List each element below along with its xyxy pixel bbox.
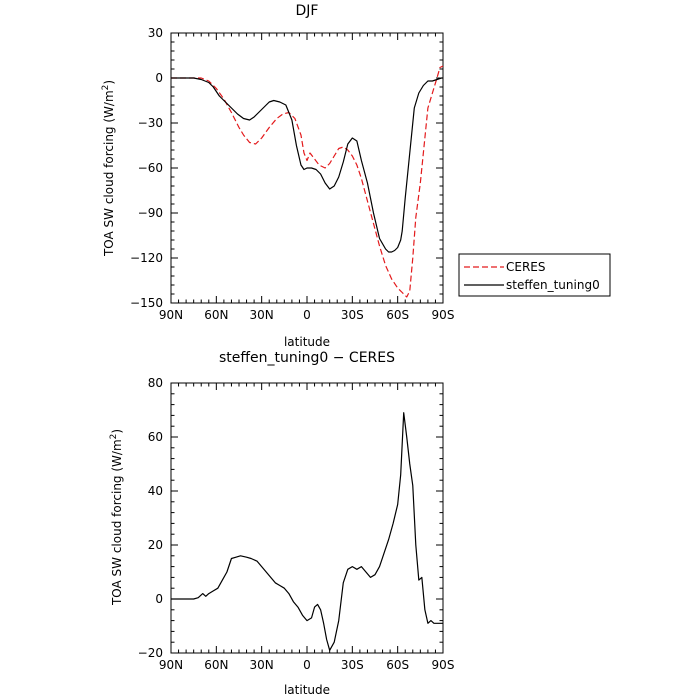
- top-x-tick-label: 90N: [159, 308, 183, 322]
- top-y-tick-label: −150: [130, 296, 163, 310]
- bottom-chart-title: steffen_tuning0 − CERES: [219, 350, 395, 366]
- legend-label-ceres: CERES: [506, 260, 546, 274]
- bottom-x-tick-label: 60S: [386, 658, 409, 672]
- bottom-y-tick-label: 20: [148, 538, 163, 552]
- top-chart-panel: DJF latitude TOA SW cloud forcing (W/m2)…: [101, 3, 454, 349]
- bottom-chart-x-axis-title: latitude: [284, 683, 330, 697]
- top-series-line-steffen-tuning0: [171, 77, 443, 253]
- bottom-chart-y-axis-title: TOA SW cloud forcing (W/m2): [109, 429, 124, 606]
- top-y-tick-label: −90: [138, 206, 163, 220]
- top-y-tick-label: −60: [138, 161, 163, 175]
- top-x-tick-label: 30S: [341, 308, 364, 322]
- top-x-tick-label: 60S: [386, 308, 409, 322]
- top-chart-axes: 90N 60N 30N 0 30S 60S 90S −150 −120 −90 −60 −30 0 30: [130, 26, 454, 322]
- bottom-x-tick-label: 90N: [159, 658, 183, 672]
- top-y-tick-label: 30: [148, 26, 163, 40]
- legend-label-steffen-tuning0: steffen_tuning0: [506, 278, 600, 292]
- bottom-y-tick-label: 80: [148, 376, 163, 390]
- bottom-chart-axes: 90N 60N 30N 0 30S 60S 90S −20 0 20 40 60 80: [138, 376, 455, 672]
- top-x-tick-label: 90S: [432, 308, 455, 322]
- bottom-series-line-difference: [171, 412, 443, 651]
- top-x-tick-label: 0: [303, 308, 311, 322]
- top-series-line-ceres: [171, 65, 444, 298]
- bottom-plot-frame: [170, 382, 444, 654]
- top-y-tick-label: 0: [155, 71, 163, 85]
- top-x-tick-label: 30N: [250, 308, 274, 322]
- bottom-y-tick-label: −20: [138, 646, 163, 660]
- top-x-tick-label: 60N: [204, 308, 228, 322]
- bottom-x-tick-label: 30N: [250, 658, 274, 672]
- bottom-chart-series: [171, 412, 443, 651]
- top-y-tick-label: −30: [138, 116, 163, 130]
- bottom-x-tick-label: 60N: [204, 658, 228, 672]
- bottom-y-tick-label: 0: [155, 592, 163, 606]
- bottom-y-tick-label: 60: [148, 430, 163, 444]
- bottom-x-tick-label: 30S: [341, 658, 364, 672]
- top-chart-title: DJF: [296, 3, 319, 19]
- top-y-tick-label: −120: [130, 251, 163, 265]
- top-chart-series: [171, 65, 444, 298]
- top-chart-y-axis-title: TOA SW cloud forcing (W/m2): [101, 80, 116, 257]
- top-chart-x-axis-title: latitude: [284, 335, 330, 349]
- bottom-x-tick-label: 90S: [432, 658, 455, 672]
- bottom-y-tick-label: 40: [148, 484, 163, 498]
- bottom-chart-panel: steffen_tuning0 − CERES latitude TOA SW …: [109, 350, 454, 697]
- chart-legend: CERES steffen_tuning0: [458, 253, 611, 297]
- legend-box: [458, 253, 611, 297]
- bottom-x-tick-label: 0: [303, 658, 311, 672]
